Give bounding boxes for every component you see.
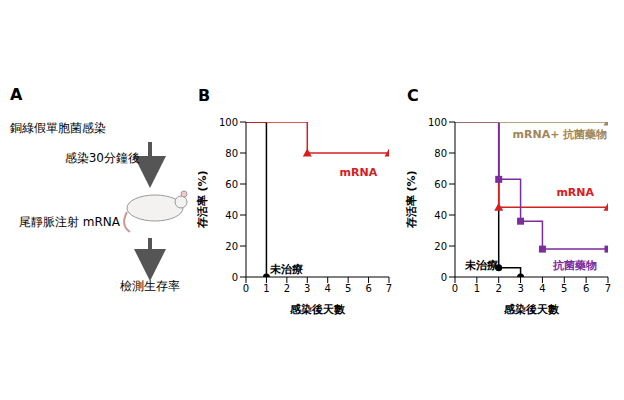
svg-text:60: 60 [225, 179, 238, 190]
svg-text:7: 7 [605, 283, 611, 294]
svg-text:100: 100 [428, 117, 447, 128]
svg-text:mRNA: mRNA [556, 186, 594, 199]
svg-text:4: 4 [539, 283, 545, 294]
svg-text:0: 0 [452, 283, 458, 294]
html-text:B: B [198, 86, 211, 105]
svg-text:1: 1 [474, 283, 480, 294]
svg-text:20: 20 [225, 241, 238, 252]
svg-text:60: 60 [434, 179, 447, 190]
svg-text:mRNA+ 抗菌藥物: mRNA+ 抗菌藥物 [513, 128, 608, 141]
svg-text:7: 7 [386, 283, 392, 294]
svg-text:mRNA: mRNA [340, 166, 378, 179]
svg-text:100: 100 [219, 117, 238, 128]
svg-text:3: 3 [517, 283, 523, 294]
svg-text:未治療: 未治療 [464, 259, 498, 272]
svg-text:3: 3 [304, 283, 310, 294]
svg-text:6: 6 [365, 283, 371, 294]
svg-text:80: 80 [434, 148, 447, 159]
svg-text:0: 0 [243, 283, 249, 294]
svg-text:感染後天數: 感染後天數 [289, 303, 346, 316]
svg-text:5: 5 [561, 283, 567, 294]
svg-text:未治療: 未治療 [269, 263, 303, 276]
svg-text:6: 6 [583, 283, 589, 294]
svg-text:尾靜脈注射 mRNA: 尾靜脈注射 mRNA [19, 215, 121, 229]
svg-text:0: 0 [232, 272, 238, 283]
svg-text:5: 5 [345, 283, 351, 294]
svg-text:銅綠假單胞菌感染: 銅綠假單胞菌感染 [10, 121, 106, 135]
svg-text:檢測生存率: 檢測生存率 [120, 279, 180, 293]
svg-text:1: 1 [263, 283, 269, 294]
svg-text:20: 20 [434, 241, 447, 252]
svg-text:80: 80 [225, 148, 238, 159]
svg-text:40: 40 [434, 210, 447, 221]
svg-text:感染30分鐘後: 感染30分鐘後 [65, 151, 140, 165]
svg-text:40: 40 [225, 210, 238, 221]
svg-text:0: 0 [441, 272, 447, 283]
svg-text:2: 2 [284, 283, 290, 294]
svg-text:感染後天數: 感染後天數 [503, 303, 560, 316]
svg-text:2: 2 [496, 283, 502, 294]
svg-text:A: A [10, 85, 23, 104]
svg-text:4: 4 [325, 283, 331, 294]
svg-text:抗菌藥物: 抗菌藥物 [552, 259, 597, 272]
svg-text:存活率 (%): 存活率 (%) [196, 171, 209, 230]
html-text:C: C [407, 86, 419, 105]
svg-text:存活率 (%): 存活率 (%) [405, 171, 418, 230]
